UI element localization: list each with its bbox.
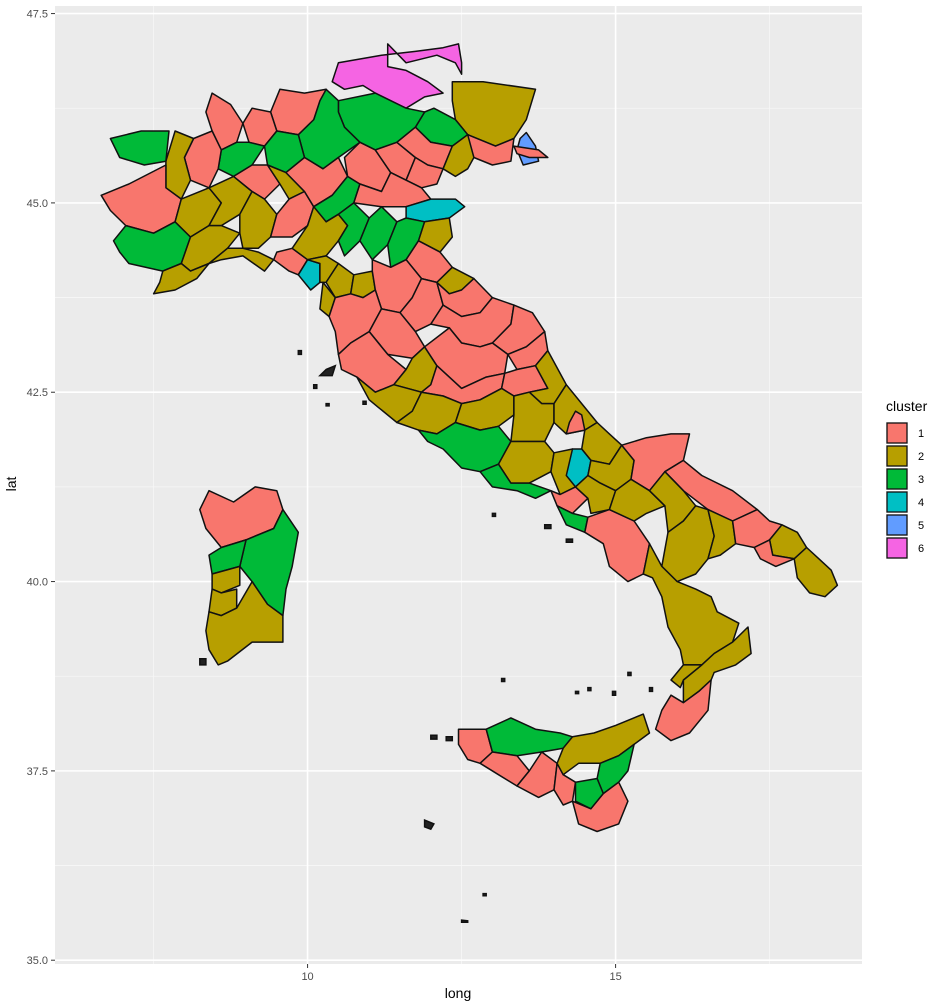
- island: [543, 524, 552, 530]
- region-cluster-2: [793, 546, 839, 598]
- island: [611, 690, 617, 696]
- legend-label-2: 2: [918, 451, 924, 463]
- y-tick-label: 45.0: [27, 198, 48, 210]
- legend: cluster 1 2 3 4 5 6: [886, 398, 928, 559]
- island: [312, 383, 318, 390]
- region-cluster-3: [337, 202, 370, 257]
- island: [574, 690, 580, 695]
- island: [500, 677, 506, 683]
- legend-label-1: 1: [918, 428, 924, 440]
- province-regions: [100, 43, 839, 833]
- x-axis: 10 15: [301, 964, 622, 983]
- region-cluster-6: [331, 43, 463, 109]
- region-cluster-3: [479, 463, 552, 500]
- region-cluster-2: [417, 217, 454, 253]
- x-axis-title: long: [445, 985, 471, 1001]
- y-tick-label: 42.5: [27, 387, 48, 399]
- island: [565, 538, 574, 543]
- island: [199, 658, 207, 666]
- region-cluster-3: [109, 130, 170, 166]
- y-tick-label: 47.5: [27, 9, 48, 21]
- legend-swatch-1: [886, 422, 908, 444]
- legend-label-5: 5: [918, 520, 924, 532]
- island: [362, 400, 367, 406]
- region-cluster-2: [670, 664, 703, 689]
- region-cluster-3: [217, 141, 266, 178]
- region-cluster-1: [654, 679, 712, 742]
- legend-label-4: 4: [918, 497, 924, 509]
- island: [648, 686, 654, 693]
- island: [587, 686, 592, 692]
- legend-swatch-3: [886, 468, 908, 490]
- island: [318, 364, 337, 377]
- y-axis-title: lat: [3, 477, 19, 492]
- island: [445, 736, 454, 742]
- legend-label-3: 3: [918, 474, 924, 486]
- legend-label-6: 6: [918, 543, 924, 555]
- region-cluster-1: [368, 308, 426, 359]
- x-tick-label: 10: [301, 971, 313, 983]
- small-islands: [199, 349, 654, 924]
- legend-swatch-6: [886, 537, 908, 559]
- region-cluster-2: [574, 474, 617, 515]
- region-cluster-1: [565, 410, 586, 435]
- region-cluster-2: [152, 262, 210, 295]
- island: [491, 512, 497, 518]
- legend-swatch-5: [886, 514, 908, 536]
- island: [297, 349, 303, 356]
- legend-title: cluster: [886, 398, 928, 414]
- region-cluster-2: [608, 478, 666, 522]
- x-tick-label: 15: [609, 971, 621, 983]
- region-cluster-1: [571, 781, 629, 833]
- legend-swatch-2: [886, 445, 908, 467]
- region-cluster-2: [205, 580, 284, 666]
- y-axis: 35.0 37.5 40.0 42.5 45.0 47.5: [27, 9, 55, 967]
- island: [423, 818, 435, 831]
- island: [482, 892, 487, 897]
- island: [325, 402, 330, 407]
- island: [627, 671, 632, 677]
- region-cluster-3: [239, 508, 300, 617]
- island: [460, 919, 469, 924]
- legend-swatch-4: [886, 491, 908, 513]
- y-tick-label: 35.0: [27, 955, 48, 967]
- island: [430, 734, 438, 740]
- y-tick-label: 37.5: [27, 766, 48, 778]
- y-tick-label: 40.0: [27, 577, 48, 589]
- region-cluster-2: [211, 565, 241, 594]
- region-cluster-1: [513, 145, 549, 159]
- region-cluster-1: [353, 171, 432, 208]
